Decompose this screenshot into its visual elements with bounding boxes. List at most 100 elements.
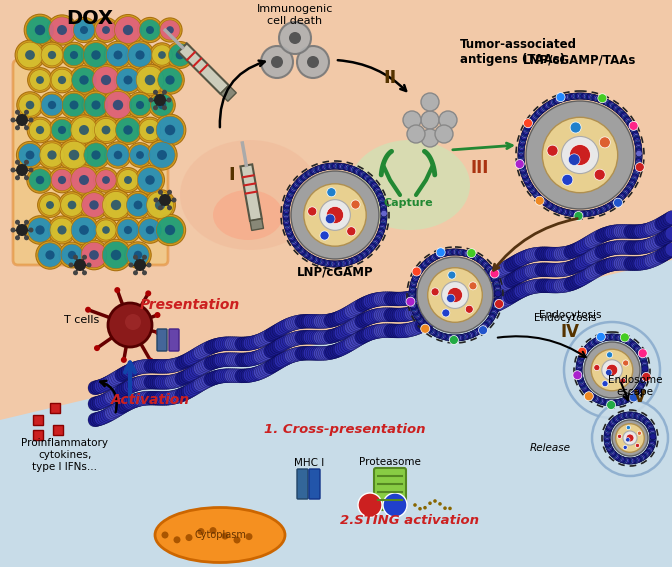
Circle shape	[301, 346, 315, 360]
Circle shape	[353, 315, 367, 329]
Circle shape	[220, 353, 235, 367]
Circle shape	[146, 192, 173, 218]
Circle shape	[632, 171, 639, 177]
Circle shape	[446, 303, 460, 317]
Circle shape	[608, 448, 615, 455]
Circle shape	[636, 443, 640, 447]
Circle shape	[48, 51, 56, 59]
Circle shape	[643, 418, 650, 425]
Circle shape	[460, 285, 474, 299]
Circle shape	[551, 247, 565, 261]
Circle shape	[553, 247, 567, 261]
Circle shape	[59, 242, 85, 268]
Circle shape	[433, 253, 439, 260]
Circle shape	[421, 315, 435, 329]
Circle shape	[49, 67, 75, 93]
Circle shape	[508, 287, 522, 302]
Circle shape	[444, 249, 450, 256]
Circle shape	[638, 383, 644, 389]
Circle shape	[603, 334, 610, 341]
Circle shape	[322, 314, 336, 328]
Circle shape	[292, 184, 298, 190]
Circle shape	[159, 194, 171, 206]
Circle shape	[616, 240, 630, 255]
Circle shape	[26, 216, 54, 244]
Circle shape	[618, 399, 624, 405]
Circle shape	[577, 361, 583, 367]
Circle shape	[190, 348, 204, 362]
Circle shape	[363, 250, 369, 256]
Circle shape	[556, 207, 562, 213]
Circle shape	[11, 227, 15, 232]
Circle shape	[541, 263, 555, 277]
Circle shape	[634, 138, 640, 144]
Circle shape	[614, 198, 622, 207]
Circle shape	[435, 274, 450, 289]
Circle shape	[520, 281, 534, 295]
Circle shape	[569, 154, 580, 166]
Circle shape	[634, 168, 640, 175]
Circle shape	[154, 359, 168, 373]
Circle shape	[295, 346, 309, 361]
Circle shape	[413, 503, 417, 507]
Circle shape	[609, 201, 615, 208]
Circle shape	[628, 122, 634, 129]
Circle shape	[38, 243, 62, 267]
Circle shape	[471, 330, 477, 337]
Circle shape	[624, 187, 630, 194]
Circle shape	[638, 351, 644, 357]
Circle shape	[94, 395, 108, 409]
Circle shape	[315, 258, 321, 264]
Circle shape	[602, 380, 608, 387]
Circle shape	[603, 399, 610, 406]
Circle shape	[456, 249, 463, 256]
Circle shape	[493, 306, 499, 312]
Circle shape	[486, 266, 493, 272]
Circle shape	[510, 286, 524, 301]
Circle shape	[128, 143, 153, 167]
Circle shape	[612, 225, 625, 239]
Circle shape	[374, 308, 387, 322]
Circle shape	[640, 356, 646, 362]
Circle shape	[570, 259, 584, 273]
Circle shape	[636, 159, 642, 165]
Circle shape	[638, 414, 644, 421]
Circle shape	[374, 292, 387, 306]
Circle shape	[147, 140, 177, 170]
Circle shape	[94, 379, 108, 393]
Circle shape	[631, 391, 637, 398]
Circle shape	[352, 167, 358, 174]
Circle shape	[287, 231, 294, 238]
Circle shape	[638, 240, 652, 253]
Circle shape	[452, 249, 458, 255]
Circle shape	[390, 324, 404, 338]
Circle shape	[70, 66, 98, 94]
Circle shape	[107, 389, 120, 403]
Circle shape	[353, 256, 360, 263]
Circle shape	[558, 208, 565, 214]
Circle shape	[226, 337, 241, 351]
Circle shape	[630, 257, 644, 270]
Circle shape	[249, 351, 263, 365]
Circle shape	[296, 178, 302, 184]
Circle shape	[105, 390, 118, 404]
Circle shape	[413, 272, 420, 278]
Circle shape	[373, 185, 380, 192]
Circle shape	[450, 249, 456, 255]
Circle shape	[357, 254, 364, 260]
Circle shape	[130, 393, 143, 407]
Circle shape	[622, 457, 628, 464]
Circle shape	[113, 369, 127, 383]
FancyBboxPatch shape	[157, 329, 167, 351]
Circle shape	[608, 421, 615, 428]
Circle shape	[192, 363, 206, 377]
Ellipse shape	[180, 140, 320, 250]
Circle shape	[438, 333, 445, 339]
Circle shape	[253, 333, 267, 348]
Circle shape	[266, 343, 280, 357]
Circle shape	[538, 108, 544, 114]
Circle shape	[592, 338, 598, 345]
Circle shape	[345, 259, 351, 265]
Circle shape	[320, 200, 350, 230]
Circle shape	[80, 26, 88, 34]
